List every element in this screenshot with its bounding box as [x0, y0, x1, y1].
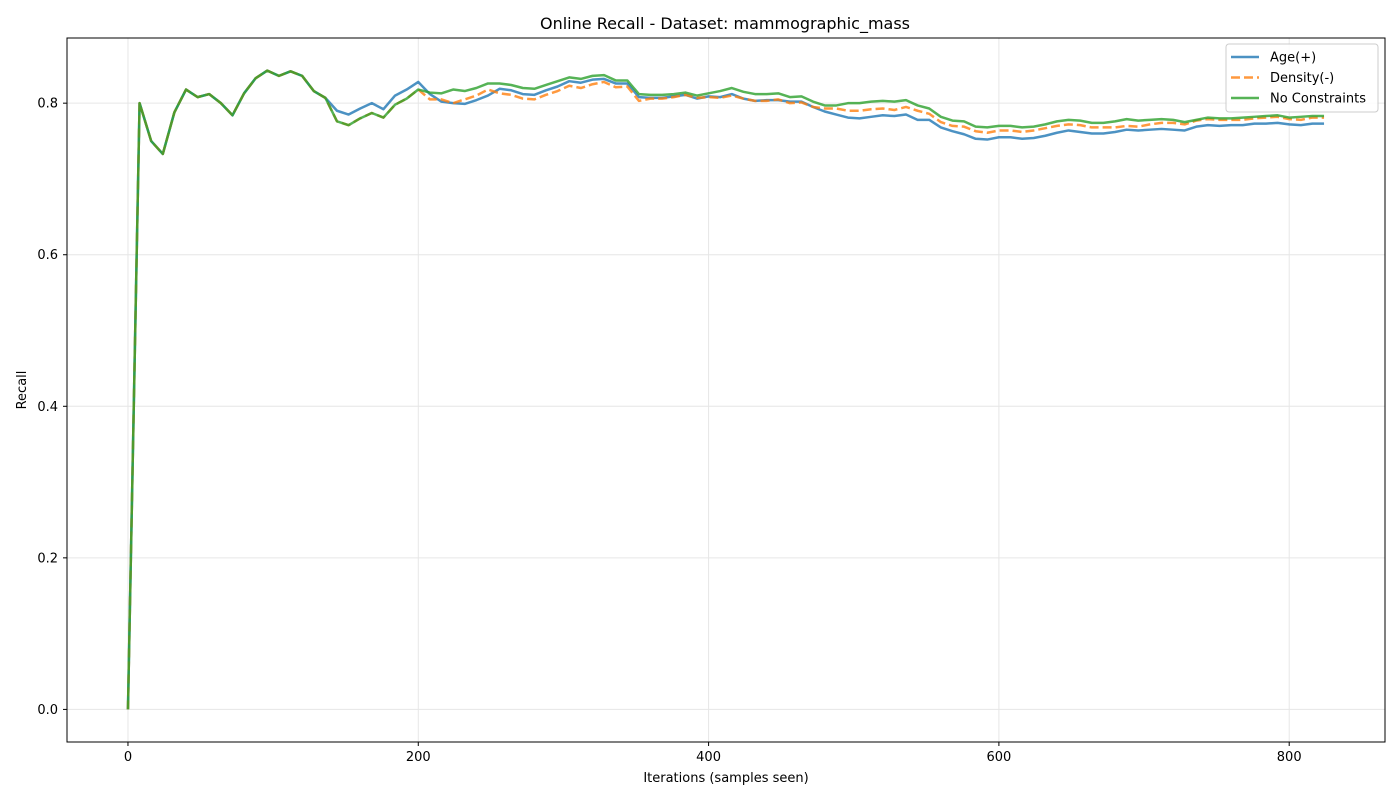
- x-tick-label: 600: [986, 750, 1011, 765]
- y-tick-label: 0.0: [37, 703, 58, 718]
- y-tick-label: 0.2: [37, 551, 58, 566]
- legend: Age(+) Density(-) No Constraints: [1226, 44, 1378, 112]
- x-axis-title: Iterations (samples seen): [643, 771, 808, 786]
- x-tick-label: 0: [124, 750, 132, 765]
- legend-label: Age(+): [1270, 51, 1316, 66]
- x-tick-label: 400: [696, 750, 721, 765]
- y-tick-label: 0.4: [37, 400, 58, 415]
- y-axis-title: Recall: [15, 371, 30, 410]
- x-tick-label: 800: [1277, 750, 1302, 765]
- legend-label: No Constraints: [1270, 92, 1366, 107]
- y-tick-label: 0.8: [37, 97, 58, 112]
- y-tick-label: 0.6: [37, 248, 58, 263]
- x-tick-label: 200: [406, 750, 431, 765]
- legend-label: Density(-): [1270, 71, 1334, 86]
- chart-title: Online Recall - Dataset: mammographic_ma…: [540, 14, 910, 34]
